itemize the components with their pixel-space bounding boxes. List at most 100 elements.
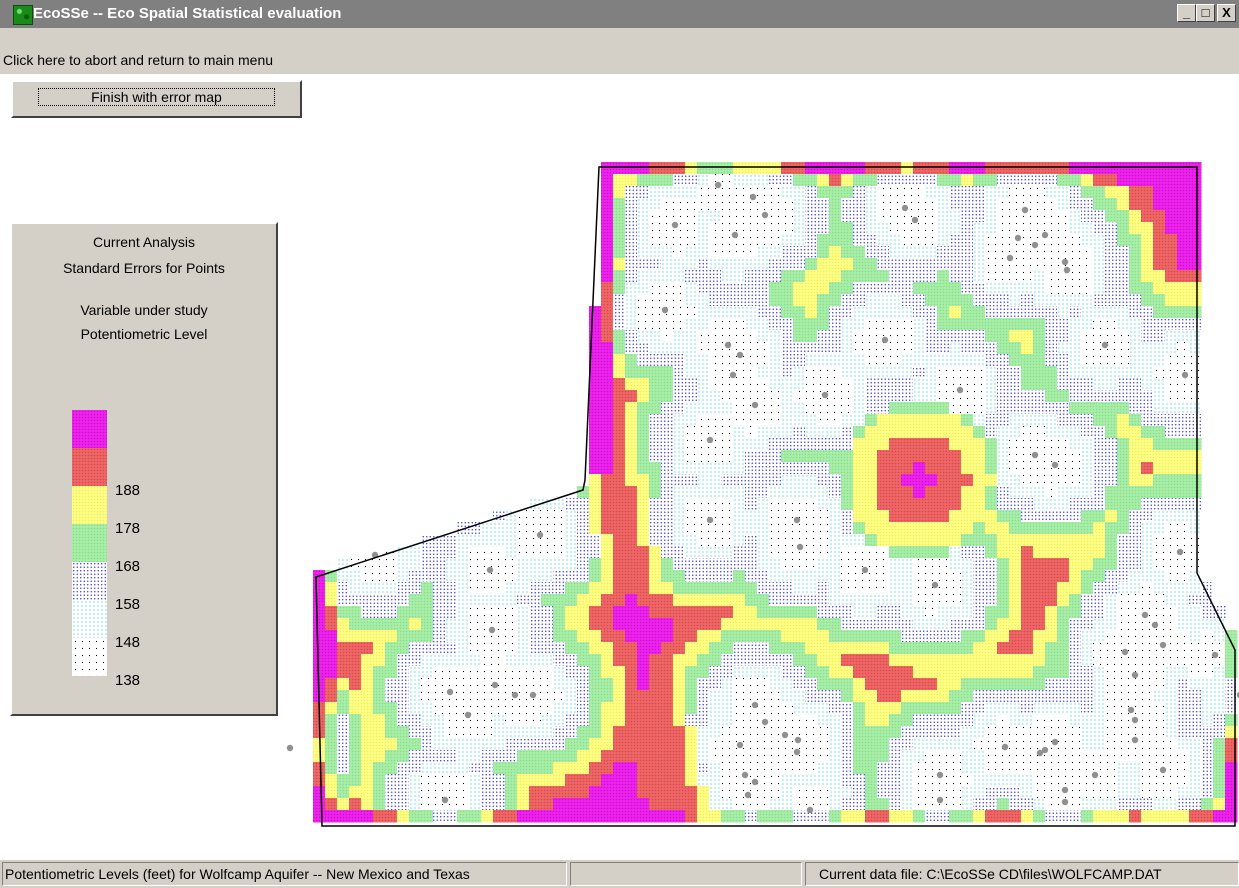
map-cell [805,198,818,211]
map-cell [1021,666,1034,679]
map-cell [697,450,710,463]
minimize-button[interactable]: _ [1177,4,1196,22]
map-cell [829,594,842,607]
map-cell [769,750,782,763]
map-cell [985,654,998,667]
map-cell [1129,210,1142,223]
map-cell [1093,798,1106,811]
map-cell [685,426,698,439]
map-cell [961,258,974,271]
map-cell [733,558,746,571]
map-cell [397,582,410,595]
map-cell [709,630,722,643]
map-cell [817,498,830,511]
map-cell [397,798,410,811]
map-cell [697,810,710,823]
legend-swatch [72,600,107,638]
map-cell [745,762,758,775]
map-cell [889,270,902,283]
map-cell [1165,306,1178,319]
map-cell [1213,726,1226,739]
map-cell [1021,618,1034,631]
map-cell [865,654,878,667]
map-cell [781,630,794,643]
map-cell [1153,534,1166,547]
map-cell [1021,426,1034,439]
map-cell [565,582,578,595]
map-cell [601,798,614,811]
map-cell [805,246,818,259]
map-cell [685,738,698,751]
map-cell [1057,378,1070,391]
map-cell [685,474,698,487]
sample-point [1151,621,1159,629]
map-cell [421,630,434,643]
abort-menu-item[interactable]: Click here to abort and return to main m… [3,52,274,68]
map-cell [1153,714,1166,727]
map-cell [913,774,926,787]
map-cell [601,714,614,727]
map-cell [1057,606,1070,619]
map-cell [973,522,986,535]
map-cell [673,714,686,727]
map-cell [529,714,542,727]
map-cell [661,786,674,799]
map-cell [1021,498,1034,511]
sample-point [441,796,449,804]
map-cell [673,426,686,439]
map-cell [1009,678,1022,691]
close-button[interactable]: X [1217,4,1236,22]
map-cell [553,570,566,583]
map-cell [649,162,662,175]
maximize-button[interactable]: □ [1196,4,1215,22]
map-cell [1033,378,1046,391]
map-cell [865,354,878,367]
map-cell [541,594,554,607]
map-cell [769,270,782,283]
map-cell [997,210,1010,223]
study-area-boundary [315,166,1236,827]
map-cell [805,690,818,703]
map-cell [925,546,938,559]
map-cell [877,570,890,583]
map-cell [1045,774,1058,787]
map-cell [709,474,722,487]
map-cell [817,222,830,235]
map-cell [457,618,470,631]
map-cell [421,618,434,631]
map-cell [925,642,938,655]
map-cell [589,318,602,331]
map-cell [925,498,938,511]
map-cell [1009,582,1022,595]
map-cell [1057,678,1070,691]
map-cell [1153,690,1166,703]
map-cell [637,762,650,775]
map-cell [805,330,818,343]
map-cell [769,798,782,811]
legend-panel: Current Analysis Standard Errors for Poi… [10,222,278,716]
map-cell [601,354,614,367]
map-cell [625,750,638,763]
map-cell [661,654,674,667]
map-cell [1129,510,1142,523]
map-cell [1045,750,1058,763]
map-cell [769,594,782,607]
map-cell [601,174,614,187]
map-cell [1177,654,1190,667]
map-cell [709,678,722,691]
map-cell [865,198,878,211]
map-cell [829,558,842,571]
map-cell [1045,558,1058,571]
map-cell [889,162,902,175]
finish-error-map-button[interactable]: Finish with error map [11,80,302,118]
map-cell [925,294,938,307]
map-cell [589,354,602,367]
map-cell [1081,438,1094,451]
map-cell [613,282,626,295]
map-cell [925,342,938,355]
map-cell [613,654,626,667]
sample-point [881,336,889,344]
map-cell [757,186,770,199]
map-cell [805,762,818,775]
map-cell [409,570,422,583]
